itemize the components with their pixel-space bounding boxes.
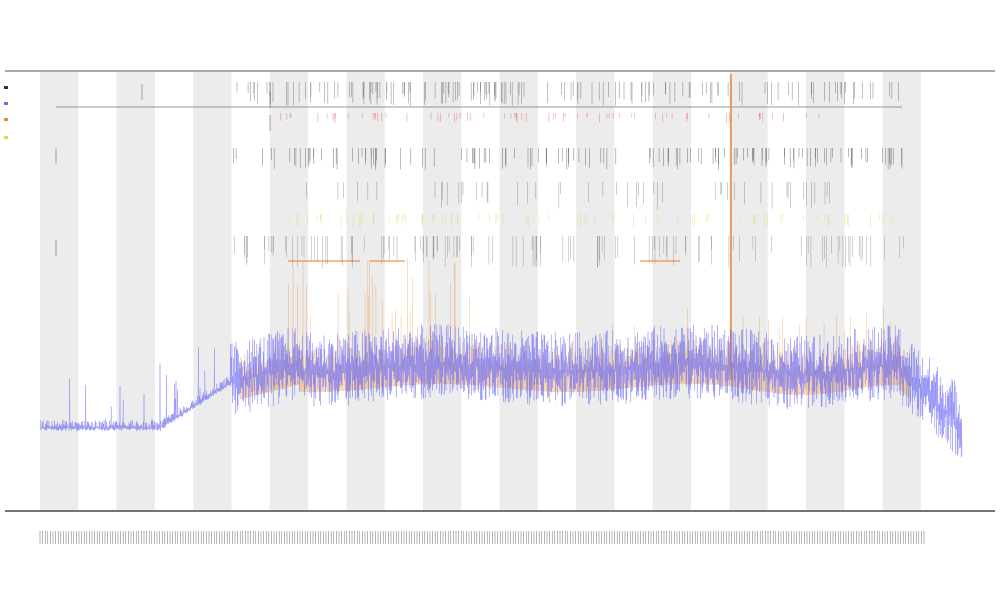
background-band: [346, 72, 385, 510]
series-line: [39, 324, 963, 458]
legend-swatch-3: [4, 118, 8, 121]
background-band: [729, 72, 768, 510]
background-bands: [40, 72, 921, 510]
background-band: [116, 72, 155, 510]
legend-swatch-1: [4, 86, 8, 89]
background-band: [652, 72, 692, 510]
background-band: [423, 72, 462, 510]
background-band: [882, 72, 921, 510]
event-markers: [55, 74, 904, 380]
series-primary: [39, 324, 963, 458]
x-tick-labels: [39, 531, 925, 544]
legend: [4, 86, 8, 139]
background-band: [806, 72, 845, 510]
background-band: [193, 72, 232, 510]
legend-swatch-4: [4, 136, 8, 139]
background-band: [40, 72, 79, 510]
background-band: [269, 72, 309, 510]
legend-swatch-2: [4, 102, 8, 105]
background-band: [499, 72, 538, 510]
background-band: [576, 72, 615, 510]
